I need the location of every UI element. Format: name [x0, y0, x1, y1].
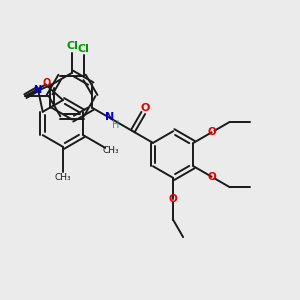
Text: H: H — [112, 120, 119, 130]
Text: O: O — [169, 194, 178, 204]
Text: O: O — [43, 78, 51, 88]
Text: N: N — [105, 112, 114, 122]
Text: CH₃: CH₃ — [55, 173, 71, 182]
Text: O: O — [207, 128, 216, 137]
Text: Cl: Cl — [78, 44, 90, 54]
Text: O: O — [141, 103, 150, 113]
Text: O: O — [207, 172, 216, 182]
Text: Cl: Cl — [66, 40, 78, 50]
Text: CH₃: CH₃ — [102, 146, 119, 155]
Text: N: N — [33, 85, 41, 95]
